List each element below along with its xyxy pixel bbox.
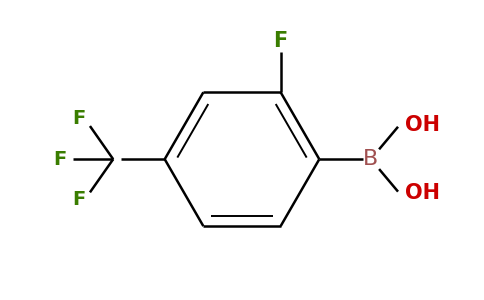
Text: OH: OH xyxy=(406,115,440,135)
Text: F: F xyxy=(53,150,66,169)
Text: F: F xyxy=(72,109,86,128)
Text: F: F xyxy=(273,31,288,51)
Text: B: B xyxy=(363,149,378,169)
Text: F: F xyxy=(72,190,86,209)
Text: OH: OH xyxy=(406,184,440,203)
